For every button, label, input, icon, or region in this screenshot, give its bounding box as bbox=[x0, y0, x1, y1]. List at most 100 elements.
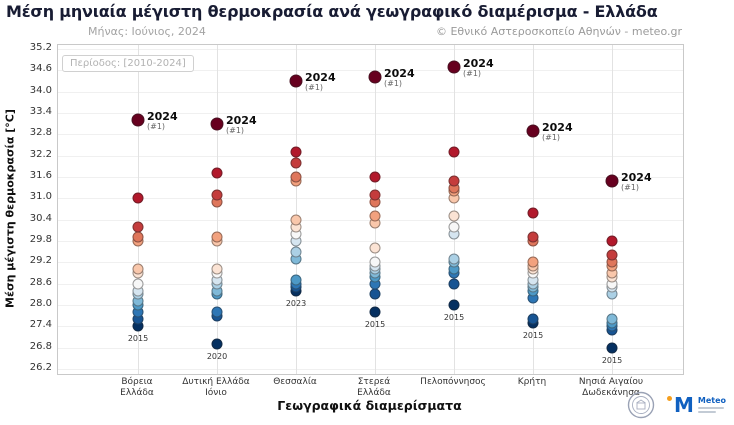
y-tick-label: 26.2 bbox=[29, 362, 52, 373]
data-point bbox=[290, 246, 302, 258]
plot-area: 2015 2024 (#1) 2020 2024 (#1) 2023 2024 (#1) 2015… bbox=[57, 44, 684, 375]
data-point bbox=[211, 338, 223, 350]
data-point bbox=[448, 299, 460, 311]
x-category-label-line: Βόρεια bbox=[121, 377, 153, 387]
y-tick-label: 31.6 bbox=[29, 170, 52, 181]
meteo-logo-text: Meteo bbox=[697, 397, 726, 413]
y-tick-label: 26.8 bbox=[29, 340, 52, 352]
data-point bbox=[448, 175, 460, 187]
data-point bbox=[606, 342, 618, 354]
data-point bbox=[132, 231, 144, 243]
v-gridline bbox=[217, 45, 218, 374]
meteo-logo-tagline-bar bbox=[697, 411, 716, 413]
noa-emblem-logo bbox=[627, 391, 655, 419]
data-point bbox=[369, 171, 381, 183]
x-category-label-line: Ιόνιο bbox=[205, 388, 227, 399]
data-point bbox=[211, 189, 223, 201]
y-tick-label: 29.2 bbox=[29, 255, 52, 267]
h-gridline bbox=[58, 347, 683, 349]
x-axis-title: Γεωγραφικά διαμερίσματα bbox=[277, 398, 462, 413]
max-year-text: 2024 bbox=[226, 113, 257, 127]
min-year-label: 2015 bbox=[364, 320, 386, 330]
subtitle-month: Μήνας: Ιούνιος, 2024 bbox=[88, 25, 206, 38]
max-year-text: 2024 bbox=[463, 56, 494, 70]
data-point bbox=[210, 117, 224, 131]
data-point bbox=[211, 263, 223, 275]
x-category-label-line: Πελοπόννησος bbox=[420, 377, 486, 387]
y-tick-label: 30.4 bbox=[29, 212, 52, 224]
data-point bbox=[211, 167, 223, 179]
footer-logos: M Meteo bbox=[627, 391, 726, 419]
data-point bbox=[606, 235, 618, 247]
max-rank-text: (#1) bbox=[305, 83, 324, 92]
data-point bbox=[369, 210, 381, 222]
data-point bbox=[448, 221, 460, 233]
max-year-label: 2024 (#1) bbox=[384, 68, 415, 88]
x-category-label-line: Στερεά bbox=[357, 377, 391, 387]
x-category-label: Νησιά Αιγαίου Δωδεκάνησα bbox=[563, 377, 659, 400]
data-point bbox=[211, 231, 223, 243]
max-year-label: 2024 (#1) bbox=[621, 172, 652, 192]
h-gridline bbox=[58, 369, 683, 370]
y-tick-label: 31.0 bbox=[29, 191, 52, 203]
h-gridline bbox=[58, 113, 683, 114]
data-point bbox=[290, 157, 302, 169]
data-point bbox=[369, 306, 381, 318]
x-category-label: Στερεά Ελλάδα bbox=[326, 377, 422, 400]
max-year-text: 2024 bbox=[621, 170, 652, 184]
data-point bbox=[448, 210, 460, 222]
min-year-label: 2015 bbox=[522, 330, 544, 340]
v-gridline bbox=[296, 45, 297, 374]
h-gridline bbox=[58, 134, 683, 136]
h-gridline bbox=[58, 326, 683, 328]
max-year-label: 2024 (#1) bbox=[305, 72, 336, 92]
data-point bbox=[527, 207, 539, 219]
max-rank-text: (#1) bbox=[542, 132, 561, 142]
x-category-label-line: Δυτική Ελλάδα bbox=[182, 377, 250, 387]
data-point bbox=[368, 70, 382, 84]
v-gridline bbox=[612, 45, 613, 374]
x-category-label-line: Δωδεκάνησα bbox=[582, 388, 640, 399]
v-gridline bbox=[454, 45, 455, 374]
y-tick-label: 28.0 bbox=[29, 298, 52, 309]
meteo-logo-dot-icon bbox=[666, 396, 672, 401]
h-gridline bbox=[58, 70, 683, 72]
y-tick-label: 33.4 bbox=[29, 106, 52, 117]
meteo-logo: M Meteo bbox=[666, 395, 726, 415]
data-point bbox=[369, 189, 381, 201]
v-gridline bbox=[375, 45, 376, 374]
max-year-label: 2024 (#1) bbox=[226, 115, 257, 135]
data-point bbox=[605, 174, 619, 188]
data-point bbox=[132, 278, 144, 290]
x-category-label: Πελοπόννησος bbox=[405, 377, 501, 388]
y-tick-label: 34.6 bbox=[29, 63, 52, 75]
max-rank-text: (#1) bbox=[621, 182, 640, 192]
max-year-text: 2024 bbox=[384, 67, 415, 81]
data-point bbox=[211, 306, 223, 318]
v-gridline bbox=[138, 45, 139, 374]
max-rank-text: (#1) bbox=[147, 122, 166, 132]
chart-title: Μέση μηνιαία μέγιστη θερμοκρασία ανά γεω… bbox=[6, 2, 658, 21]
x-category-label-line: Νησιά Αιγαίου bbox=[578, 377, 644, 387]
min-year-label: 2015 bbox=[443, 313, 465, 322]
subtitle-copyright: © Εθνικό Αστεροσκοπείο Αθηνών - meteo.gr bbox=[435, 25, 682, 38]
x-category-label: Βόρεια Ελλάδα bbox=[89, 377, 185, 400]
min-year-label: 2015 bbox=[127, 334, 149, 344]
data-point bbox=[448, 253, 460, 265]
h-gridline bbox=[58, 49, 683, 50]
x-category-label-line: Θεσσαλία bbox=[273, 377, 317, 387]
data-point bbox=[290, 274, 302, 286]
y-tick-label: 34.0 bbox=[29, 84, 52, 96]
data-point bbox=[132, 221, 144, 233]
h-gridline bbox=[58, 155, 683, 157]
data-point bbox=[526, 124, 540, 138]
x-category-label: Δυτική Ελλάδα Ιόνιο bbox=[168, 377, 264, 400]
data-point bbox=[290, 146, 302, 158]
max-year-label: 2024 (#1) bbox=[147, 111, 178, 131]
h-gridline bbox=[58, 241, 683, 242]
y-tick-label: 29.8 bbox=[29, 234, 52, 245]
y-tick-label: 32.2 bbox=[29, 148, 52, 160]
max-year-text: 2024 bbox=[305, 71, 336, 84]
data-point bbox=[448, 146, 460, 158]
